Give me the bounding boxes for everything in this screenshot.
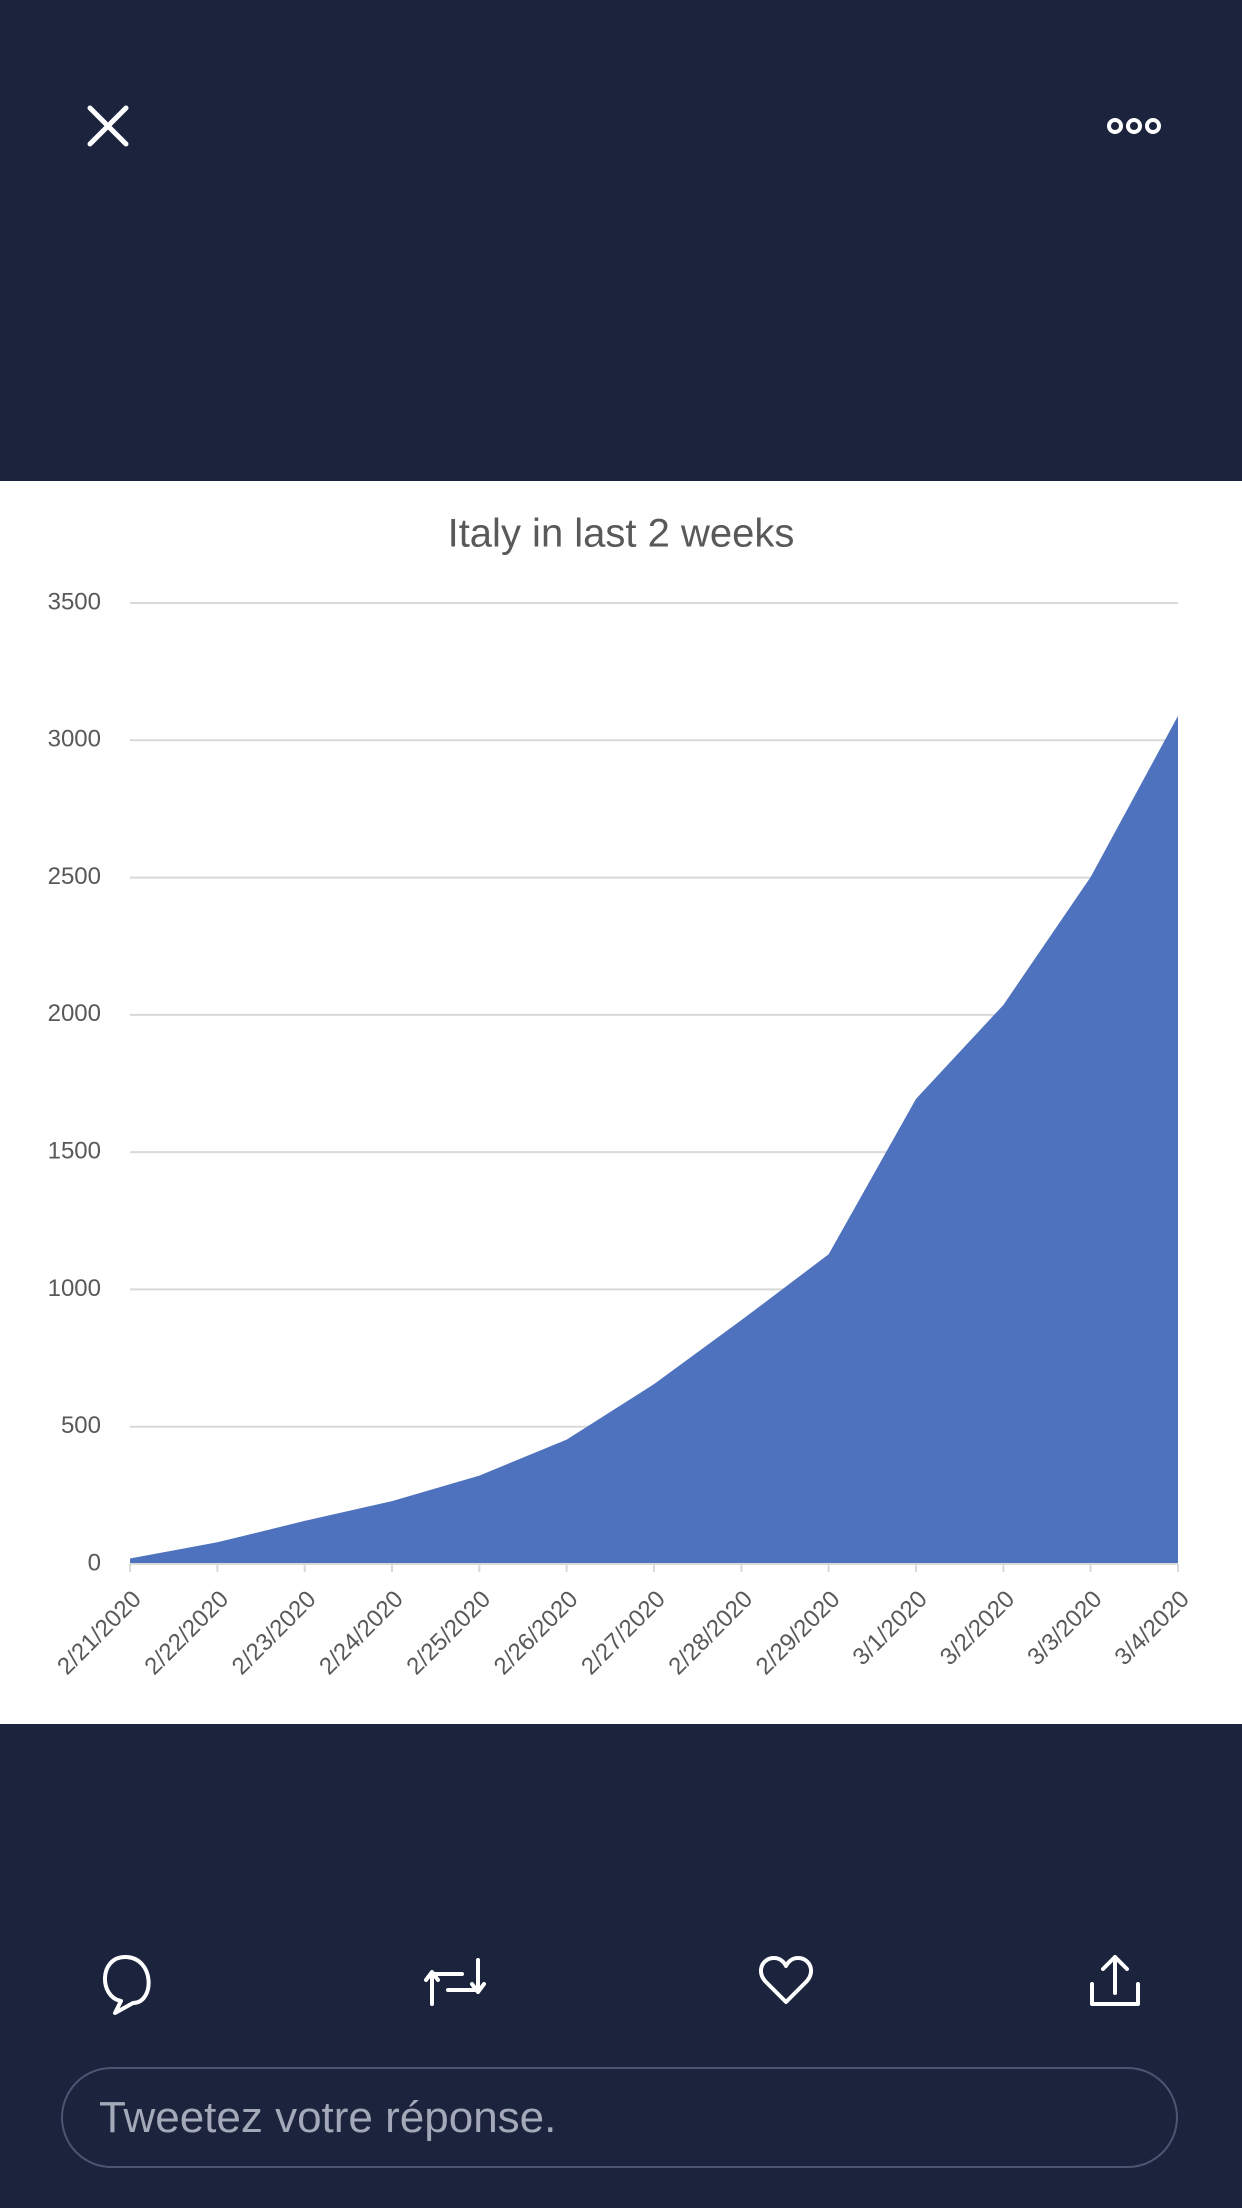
close-button[interactable] [87, 105, 129, 147]
y-tick-label: 500 [61, 1412, 101, 1439]
reply-icon[interactable] [103, 1955, 151, 2015]
y-tick-label: 0 [88, 1549, 101, 1576]
y-tick-label: 3000 [48, 726, 101, 753]
like-icon[interactable] [758, 1956, 814, 2004]
y-tick-label: 2500 [48, 863, 101, 890]
more-button[interactable] [1107, 118, 1161, 134]
y-tick-label: 1000 [48, 1275, 101, 1302]
chart-title: Italy in last 2 weeks [448, 512, 795, 556]
y-tick-label: 2000 [48, 1000, 101, 1027]
y-tick-label: 1500 [48, 1137, 101, 1164]
share-icon[interactable] [1090, 1955, 1140, 2006]
y-tick-label: 3500 [48, 588, 101, 615]
reply-placeholder: Tweetez votre réponse. [99, 2092, 557, 2142]
reply-box[interactable]: Tweetez votre réponse. [61, 2067, 1178, 2168]
area [130, 715, 1178, 1564]
retweet-icon[interactable] [424, 1958, 486, 2006]
